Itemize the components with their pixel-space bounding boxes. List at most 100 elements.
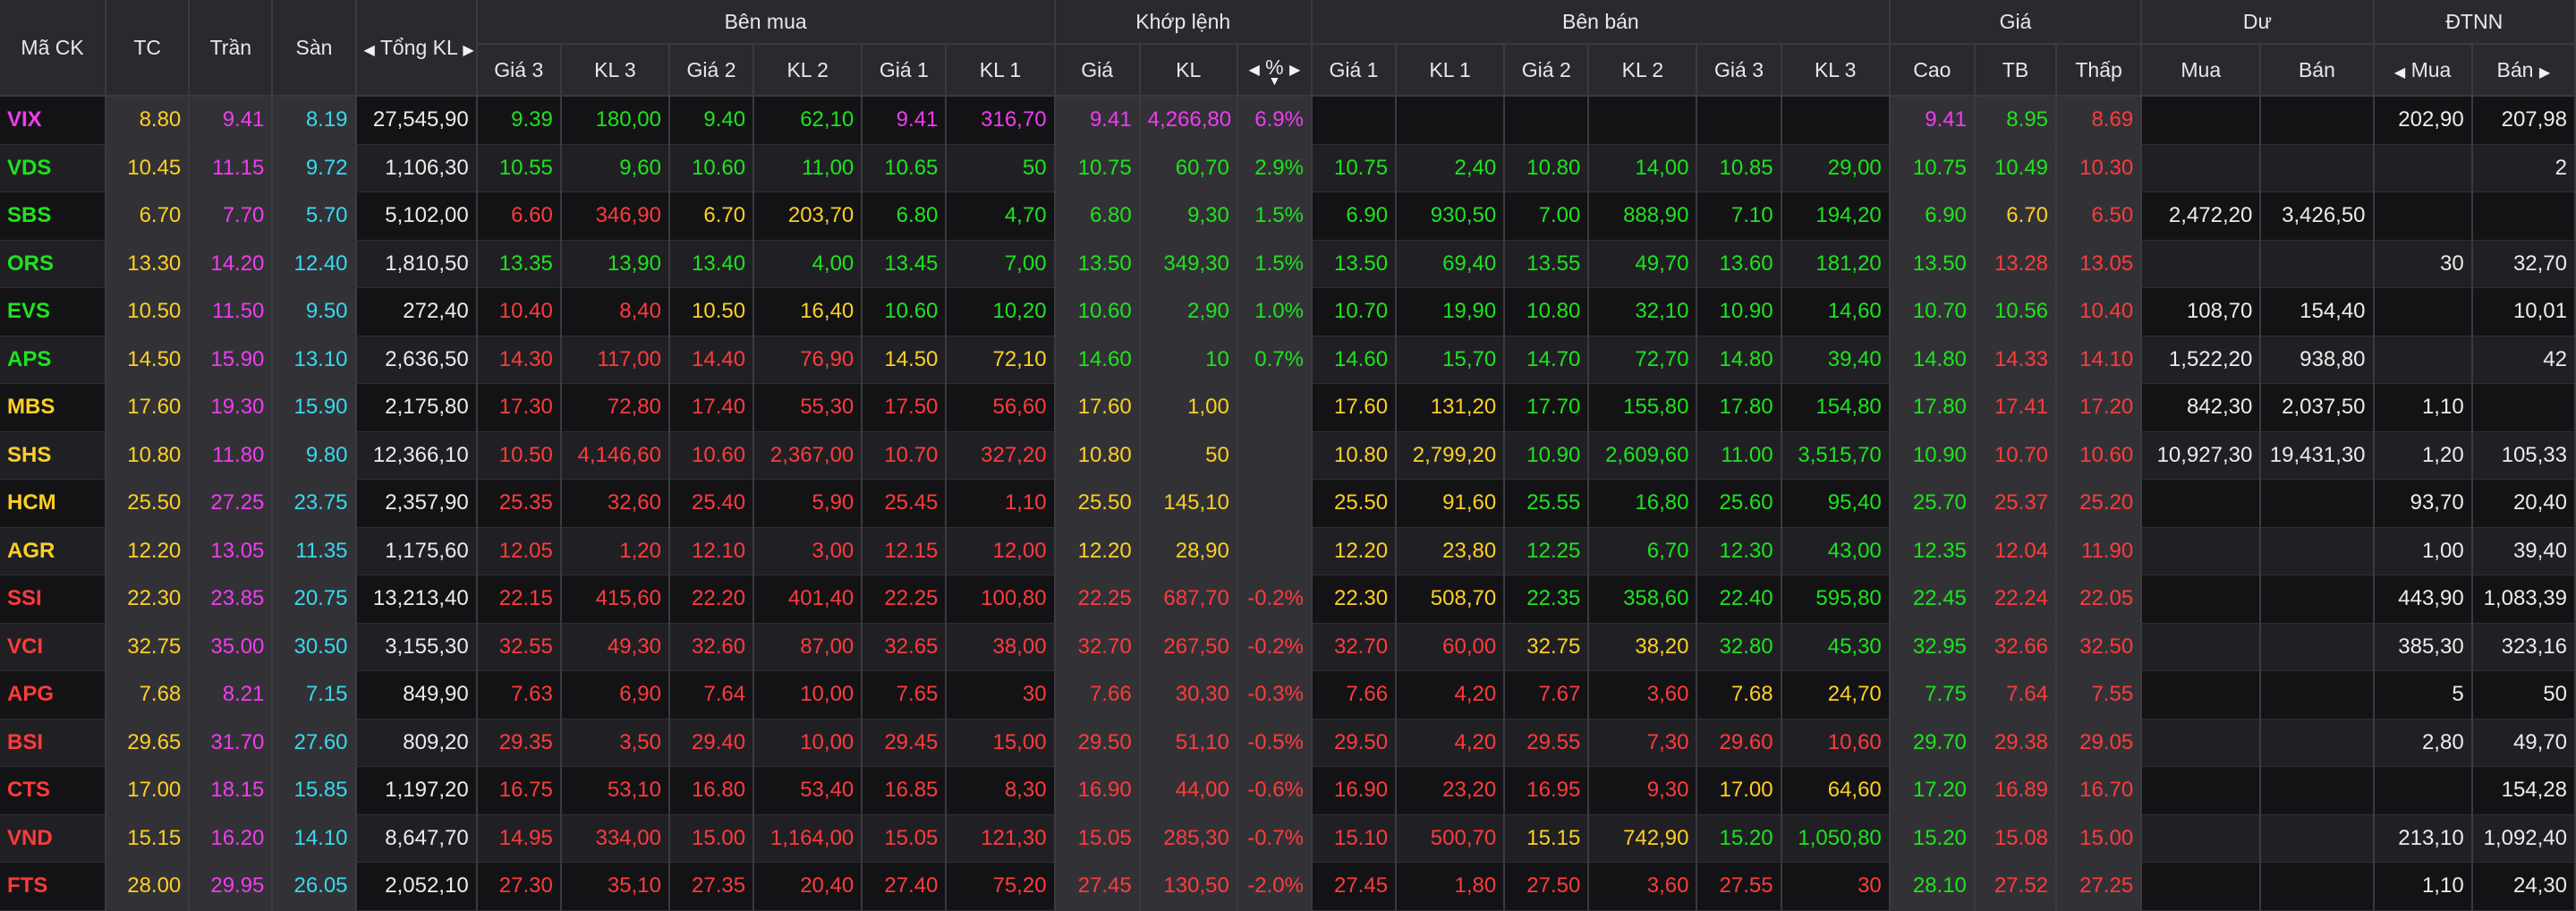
- col-sell-vol1[interactable]: KL 1: [1396, 44, 1506, 97]
- col-avg[interactable]: TB: [1974, 44, 2058, 97]
- high-price-cell: 10.70: [1889, 287, 1976, 336]
- col-sell-vol2[interactable]: KL 2: [1588, 44, 1698, 97]
- table-row[interactable]: CTS 17.00 18.15 15.85 1,197,20 16.75 53,10 16.8…: [0, 766, 2576, 815]
- table-row[interactable]: VIX 8.80 9.41 8.19 27,545,90 9.39 180,00 9.40 62…: [0, 96, 2576, 145]
- col-high[interactable]: Cao: [1889, 44, 1976, 97]
- table-row[interactable]: VCI 32.75 35.00 30.50 3,155,30 32.55 49,30 32.6…: [0, 623, 2576, 671]
- floor-price-cell: 11.35: [272, 527, 357, 575]
- table-row[interactable]: SSI 22.30 23.85 20.75 13,213,40 22.15 415,60 22…: [0, 575, 2576, 624]
- pct-next-icon[interactable]: ▶: [1288, 62, 1301, 78]
- symbol-cell: VND: [0, 814, 107, 863]
- sell-price2-cell: [1504, 96, 1590, 145]
- col-foreign-buy[interactable]: ◀ Mua: [2373, 44, 2473, 97]
- col-buy-vol1[interactable]: KL 1: [946, 44, 1056, 97]
- high-price-cell: 25.70: [1889, 479, 1976, 528]
- total-volume-cell: 1,197,20: [355, 766, 478, 815]
- sell-vol2-cell: 3,60: [1588, 862, 1698, 911]
- buy-vol2-cell: 3,00: [753, 527, 863, 575]
- foreign-sell-cell: 39,40: [2471, 527, 2576, 575]
- col-total-volume-header[interactable]: ◀ Tổng KL ▶: [355, 0, 478, 97]
- col-buy-price1[interactable]: Giá 1: [862, 44, 948, 97]
- buy-price2-cell: 15.00: [668, 814, 755, 863]
- sell-price2-cell: 32.75: [1504, 623, 1590, 671]
- buy-vol3-cell: 180,00: [560, 96, 670, 145]
- foreign-prev-icon[interactable]: ◀: [2393, 64, 2406, 81]
- sell-vol2-cell: 9,30: [1588, 766, 1698, 815]
- sell-price3-cell: 7.10: [1696, 192, 1782, 241]
- ceiling-price-cell: 9.41: [189, 96, 274, 145]
- buy-vol1-cell: 12,00: [946, 527, 1056, 575]
- ref-price-cell: 8.80: [106, 96, 191, 145]
- col-buy-vol3[interactable]: KL 3: [560, 44, 670, 97]
- remain-sell-cell: [2260, 240, 2375, 288]
- col-low[interactable]: Thấp: [2056, 44, 2143, 97]
- buy-vol1-cell: 10,20: [946, 287, 1056, 336]
- col-sell-price1[interactable]: Giá 1: [1311, 44, 1398, 97]
- remain-sell-cell: [2260, 575, 2375, 624]
- buy-vol2-cell: 10,00: [753, 670, 863, 719]
- symbol-cell: SBS: [0, 192, 107, 241]
- high-price-cell: 32.95: [1889, 623, 1976, 671]
- buy-price3-cell: 10.55: [476, 144, 562, 192]
- col-remain-buy[interactable]: Mua: [2141, 44, 2262, 97]
- sell-price3-cell: 12.30: [1696, 527, 1782, 575]
- total-volume-cell: 2,175,80: [355, 383, 478, 432]
- table-row[interactable]: HCM 25.50 27.25 23.75 2,357,90 25.35 32,60 25.4…: [0, 479, 2576, 528]
- col-buy-price3[interactable]: Giá 3: [476, 44, 562, 97]
- buy-vol2-cell: 11,00: [753, 144, 863, 192]
- col-buy-vol2[interactable]: KL 2: [753, 44, 863, 97]
- table-row[interactable]: EVS 10.50 11.50 9.50 272,40 10.40 8,40 10.50 16,…: [0, 287, 2576, 336]
- col-match-vol[interactable]: KL: [1139, 44, 1238, 97]
- table-row[interactable]: BSI 29.65 31.70 27.60 809,20 29.35 3,50 29.40 10…: [0, 719, 2576, 767]
- ceiling-price-cell: 27.25: [189, 479, 274, 528]
- col-match-pct[interactable]: ◀ % ▶ ▼: [1237, 44, 1313, 97]
- foreign-sell-cell: [2471, 192, 2576, 241]
- foreign-next-icon[interactable]: ▶: [2538, 64, 2551, 81]
- board-header: Mã CK TC Trần Sàn ◀ Tổng KL ▶ Bên mua Kh…: [0, 0, 2576, 97]
- col-ref-header[interactable]: TC: [106, 0, 191, 97]
- col-sell-price3[interactable]: Giá 3: [1696, 44, 1782, 97]
- group-foreign-header: ĐTNN: [2373, 0, 2576, 45]
- buy-vol3-cell: 346,90: [560, 192, 670, 241]
- col-floor-header[interactable]: Sàn: [272, 0, 357, 97]
- match-pct-cell: 0.7%: [1237, 336, 1313, 384]
- table-row[interactable]: FTS 28.00 29.95 26.05 2,052,10 27.30 35,10 27.3…: [0, 862, 2576, 911]
- buy-price3-cell: 12.05: [476, 527, 562, 575]
- sell-vol2-cell: 32,10: [1588, 287, 1698, 336]
- ceiling-price-cell: 15.90: [189, 336, 274, 384]
- col-sell-vol3[interactable]: KL 3: [1781, 44, 1891, 97]
- symbol-cell: BSI: [0, 719, 107, 767]
- table-row[interactable]: SHS 10.80 11.80 9.80 12,366,10 10.50 4,146,60 1…: [0, 431, 2576, 480]
- match-vol-cell: 285,30: [1139, 814, 1238, 863]
- table-row[interactable]: VND 15.15 16.20 14.10 8,647,70 14.95 334,00 15.…: [0, 814, 2576, 863]
- pct-prev-icon[interactable]: ◀: [1248, 62, 1260, 78]
- col-symbol-header[interactable]: Mã CK: [0, 0, 107, 97]
- col-ceil-header[interactable]: Trần: [189, 0, 274, 97]
- match-pct-cell: [1237, 431, 1313, 480]
- table-row[interactable]: APG 7.68 8.21 7.15 849,90 7.63 6,90 7.64 10,00 7.…: [0, 670, 2576, 719]
- col-sell-price2[interactable]: Giá 2: [1504, 44, 1590, 97]
- match-price-cell: 27.45: [1054, 862, 1141, 911]
- table-row[interactable]: MBS 17.60 19.30 15.90 2,175,80 17.30 72,80 17.4…: [0, 383, 2576, 432]
- col-buy-price2[interactable]: Giá 2: [668, 44, 755, 97]
- group-remain-header: Dư: [2141, 0, 2375, 45]
- foreign-buy-cell: [2373, 192, 2473, 241]
- remain-buy-cell: [2141, 144, 2262, 192]
- table-row[interactable]: SBS 6.70 7.70 5.70 5,102,00 6.60 346,90 6.70 203…: [0, 192, 2576, 241]
- table-row[interactable]: AGR 12.20 13.05 11.35 1,175,60 12.05 1,20 12.10…: [0, 527, 2576, 575]
- sell-vol3-cell: 14,60: [1781, 287, 1891, 336]
- table-row[interactable]: VDS 10.45 11.15 9.72 1,106,30 10.55 9,60 10.60 1…: [0, 144, 2576, 192]
- buy-vol1-cell: 121,30: [946, 814, 1056, 863]
- sort-desc-icon[interactable]: ▼: [1268, 72, 1281, 88]
- match-price-cell: 10.75: [1054, 144, 1141, 192]
- table-row[interactable]: APS 14.50 15.90 13.10 2,636,50 14.30 117,00 14.…: [0, 336, 2576, 384]
- scroll-right-icon[interactable]: ▶: [463, 42, 474, 58]
- scroll-left-icon[interactable]: ◀: [363, 42, 375, 58]
- col-remain-sell[interactable]: Bán: [2260, 44, 2375, 97]
- col-match-price[interactable]: Giá: [1054, 44, 1141, 97]
- table-row[interactable]: ORS 13.30 14.20 12.40 1,810,50 13.35 13,90 13.4…: [0, 240, 2576, 288]
- sell-vol3-cell: 595,80: [1781, 575, 1891, 624]
- col-foreign-sell[interactable]: Bán ▶: [2471, 44, 2576, 97]
- remain-buy-cell: [2141, 814, 2262, 863]
- sell-price2-cell: 10.80: [1504, 144, 1590, 192]
